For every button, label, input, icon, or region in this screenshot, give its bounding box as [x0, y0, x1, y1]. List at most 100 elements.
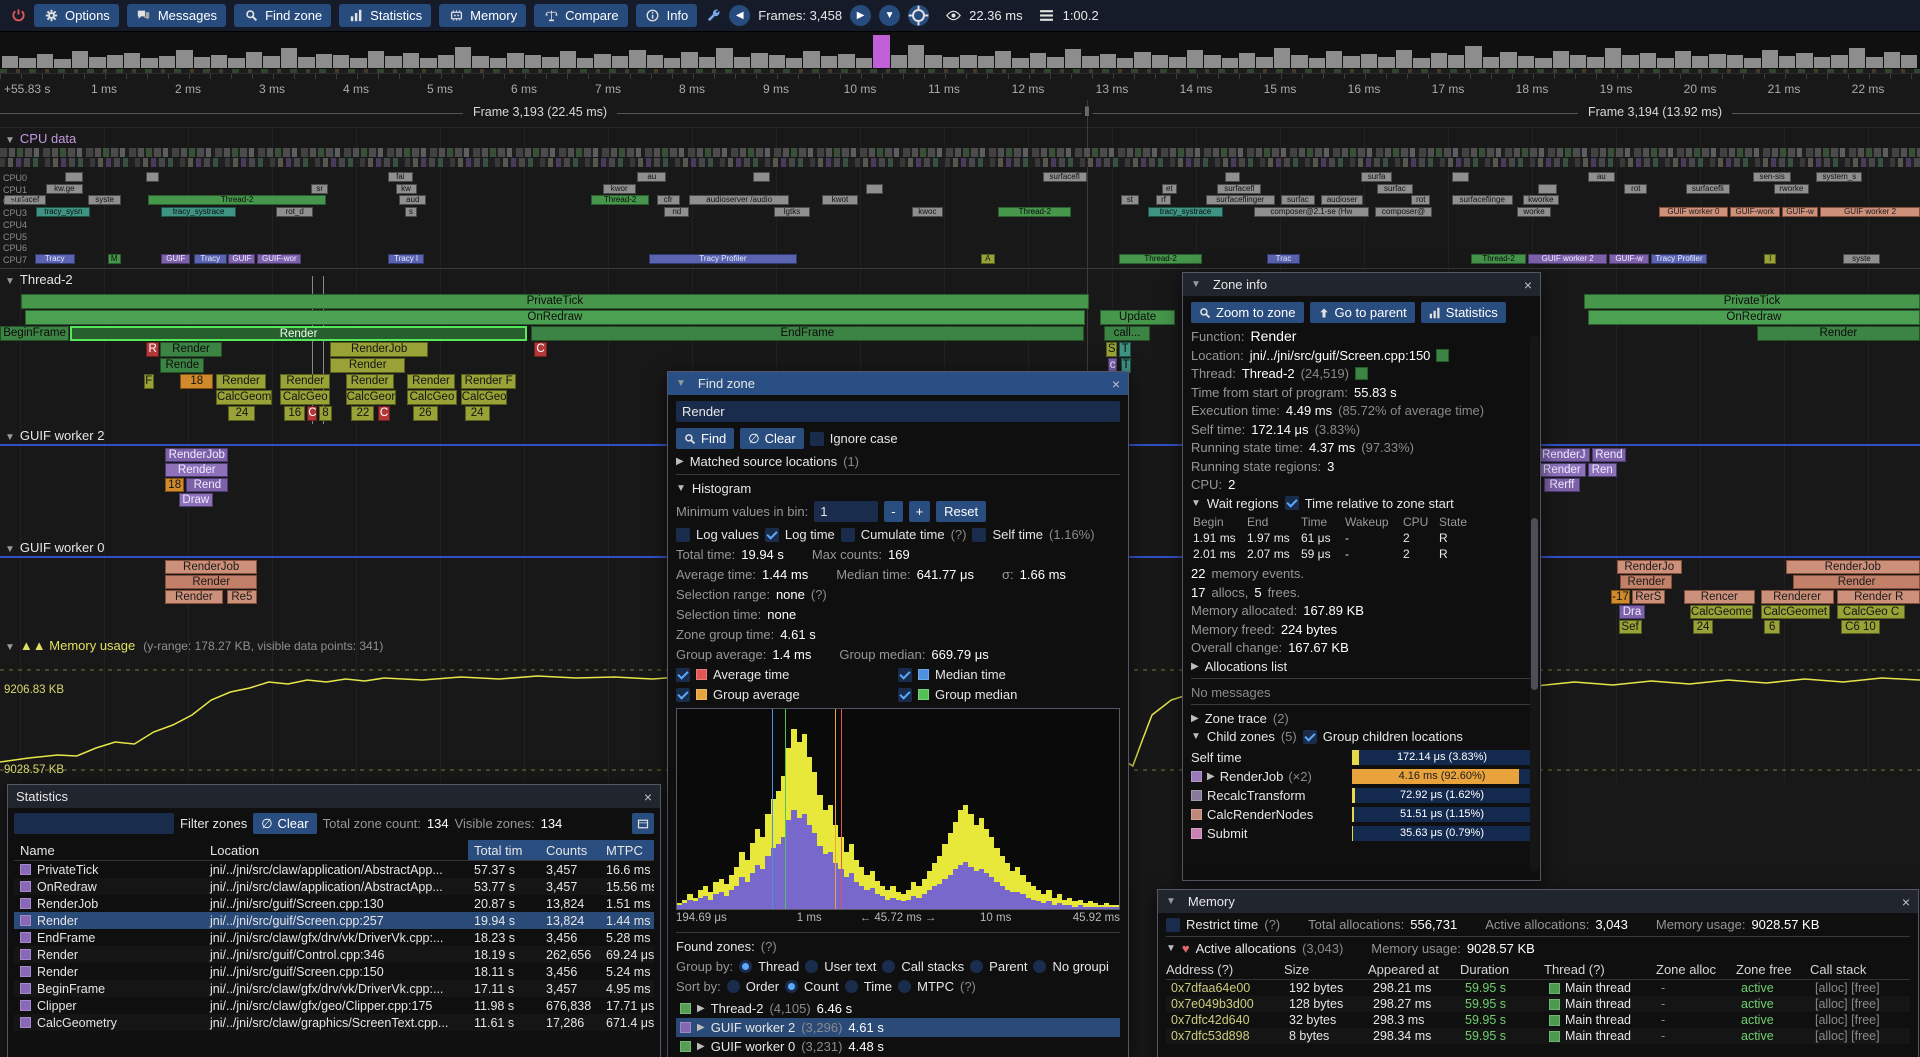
cpu-segment[interactable]: GUIF worker 0	[1658, 207, 1728, 218]
zone[interactable]: RenderJ	[1537, 448, 1590, 462]
statistics-button[interactable]: Statistics	[1420, 302, 1506, 323]
statistics-row[interactable]: Render jni/../jni/src/guif/Control.cpp:34…	[14, 946, 654, 963]
cpu-segment[interactable]: aud	[399, 195, 427, 206]
cpu-segment[interactable]: syste	[1843, 253, 1880, 264]
cpu-segment[interactable]: surfac	[1280, 195, 1316, 206]
zone[interactable]: Render	[330, 358, 406, 373]
collapse-icon[interactable]: ▼	[676, 378, 686, 389]
zone[interactable]: Render	[70, 326, 528, 341]
zone[interactable]: PrivateTick	[21, 294, 1089, 309]
zone[interactable]: Render	[1756, 326, 1920, 341]
cpu-data-header[interactable]: ▼ CPU data	[5, 131, 77, 146]
cpu-segment[interactable]: worke	[1516, 207, 1552, 218]
memory-usage-header[interactable]: ▼ ▲▲ Memory usage (y-range: 178.27 KB, vis…	[5, 638, 384, 653]
child-zone-row[interactable]: ▶ RenderJob (×2) 4.16 ms (92.60%)	[1191, 767, 1532, 786]
cpu-segment[interactable]: Thread-2	[1470, 253, 1527, 264]
restrict-time-checkbox[interactable]	[1166, 917, 1180, 932]
zone[interactable]: call...	[1104, 326, 1151, 341]
zone[interactable]: CalcGeo	[280, 390, 331, 405]
zone-info-titlebar[interactable]: ▼ Zone info ×	[1183, 273, 1540, 296]
log-values-checkbox[interactable]	[676, 527, 690, 542]
zone[interactable]: Render	[1620, 575, 1673, 589]
zone[interactable]: Render	[165, 590, 223, 604]
cpu-segment[interactable]: surfaceflinger	[1205, 195, 1275, 206]
scrollbar-thumb[interactable]	[1531, 518, 1538, 690]
zone-group-row[interactable]: ▶ GUIF worker 0 (3,231) 4.48 s	[676, 1037, 1120, 1056]
radio-no-groupi[interactable]	[1033, 960, 1047, 973]
cpu-segment[interactable]: s	[405, 207, 417, 218]
wait-col-header[interactable]: Time	[1301, 515, 1328, 529]
find-zone-button[interactable]: Find zone	[234, 4, 332, 27]
cpu-segment[interactable]: rworke	[1774, 183, 1809, 194]
find-zone-titlebar[interactable]: ▼ Find zone ×	[668, 372, 1128, 395]
cpu-segment[interactable]: surfac	[1376, 183, 1414, 194]
frame-timeline-strip[interactable]	[0, 32, 1920, 74]
zone-group-row[interactable]: ▶ Thread-2 (4,105) 6.46 s	[676, 999, 1120, 1018]
zone[interactable]: 24	[1693, 620, 1713, 634]
cpu-segment[interactable]: tracy_sysn	[36, 207, 91, 218]
zone[interactable]: EndFrame	[530, 326, 1084, 341]
zone[interactable]: F	[144, 374, 154, 389]
zone[interactable]: Render	[165, 575, 258, 589]
wait-col-header[interactable]: End	[1247, 515, 1269, 529]
radio-thread[interactable]	[739, 960, 753, 973]
column-header-duration[interactable]: Duration	[1460, 962, 1510, 977]
cpu-segment[interactable]: GUIF-w	[1608, 253, 1650, 264]
wait-regions-header[interactable]: ▼ Wait regions Time relative to zone star…	[1191, 495, 1454, 511]
histogram-section-header[interactable]: ▼ Histogram	[676, 481, 752, 496]
cpu-segment[interactable]: kw.ge	[46, 183, 83, 194]
limit-to-view-button[interactable]	[632, 813, 654, 834]
cpu-segment[interactable]: audioserver /audio	[689, 195, 790, 206]
zone[interactable]: C6 10	[1841, 620, 1880, 634]
zone[interactable]: 26	[412, 406, 438, 421]
cpu-segment[interactable]: cfr	[656, 195, 680, 206]
cpu-segment[interactable]: surfacefli	[1685, 183, 1730, 194]
statistics-titlebar[interactable]: Statistics ×	[8, 785, 660, 808]
frame-label-left[interactable]: Frame 3,193 (22.45 ms)	[462, 105, 618, 119]
cpu-segment[interactable]: GUIF	[161, 253, 191, 264]
min-bin-plus-button[interactable]: +	[908, 501, 931, 522]
child-zone-row[interactable]: Self time 172.14 μs (3.83%)	[1191, 748, 1532, 767]
statistics-row[interactable]: RenderJob jni/../jni/src/guif/Screen.cpp:…	[14, 895, 654, 912]
zone[interactable]: Dra	[1618, 605, 1646, 619]
active-allocations-header[interactable]: ▼ ♥ Active allocations (3,043) Memory usag…	[1166, 941, 1535, 956]
legend-checkbox[interactable]	[898, 667, 912, 682]
radio-user-text[interactable]	[805, 960, 819, 973]
column-header-appeared-at[interactable]: Appeared at	[1368, 962, 1439, 977]
zone[interactable]: 24	[464, 406, 490, 421]
prev-frame-button[interactable]: ◀	[729, 5, 751, 26]
zone[interactable]: -17	[1610, 590, 1631, 604]
child-zones-header[interactable]: ▼ Child zones (5) Group children locations	[1191, 729, 1463, 744]
statistics-row[interactable]: Render jni/../jni/src/guif/Screen.cpp:150…	[14, 963, 654, 980]
column-header-thread-[interactable]: Thread (?)	[1544, 962, 1605, 977]
zone[interactable]: Render	[345, 374, 394, 389]
zone[interactable]: Rende	[160, 358, 205, 373]
cpu-segment[interactable]: rot	[1411, 195, 1431, 206]
zone[interactable]: OnRedraw	[1587, 310, 1920, 325]
expand-icon[interactable]: ▶	[697, 1041, 705, 1052]
search-input[interactable]	[676, 401, 1120, 422]
next-frame-button[interactable]: ▶	[850, 5, 872, 26]
memory-titlebar[interactable]: ▼ Memory ×	[1158, 890, 1918, 913]
cpu-segment[interactable]: surfacef	[3, 195, 47, 206]
self-time-checkbox[interactable]	[972, 527, 987, 542]
zone[interactable]: R	[145, 342, 160, 357]
cpu-segment[interactable]	[865, 183, 884, 194]
cpu-segment[interactable]: Tracy Profiler	[1651, 253, 1707, 264]
zone[interactable]: Render	[160, 342, 222, 357]
zoom-to-zone-button[interactable]: Zoom to zone	[1191, 302, 1304, 323]
radio-mtpc[interactable]	[898, 980, 912, 993]
info-button[interactable]: Info	[635, 4, 698, 27]
cpu-segment[interactable]: GUIF-work	[1729, 207, 1780, 218]
zone[interactable]: Renderer	[1760, 590, 1834, 604]
cpu-segment[interactable]: Tracy I	[387, 253, 425, 264]
zone[interactable]: RenderJob	[1785, 560, 1920, 574]
zone[interactable]: Render	[1793, 575, 1920, 589]
zone[interactable]: Ren	[1587, 463, 1617, 477]
allocation-row[interactable]: 0x7e049b3d00 128 bytes 298.27 ms 59.95 s Mai…	[1166, 996, 1910, 1012]
zone[interactable]: Render	[165, 463, 229, 477]
cpu-segment[interactable]: Tracy	[34, 253, 75, 264]
thread-header-guif-worker-2[interactable]: ▼ GUIF worker 2	[5, 428, 105, 443]
statistics-row[interactable]: Render jni/../jni/src/guif/Screen.cpp:257…	[14, 912, 654, 929]
cpu-segment[interactable]: tracy_systrace	[161, 207, 237, 218]
